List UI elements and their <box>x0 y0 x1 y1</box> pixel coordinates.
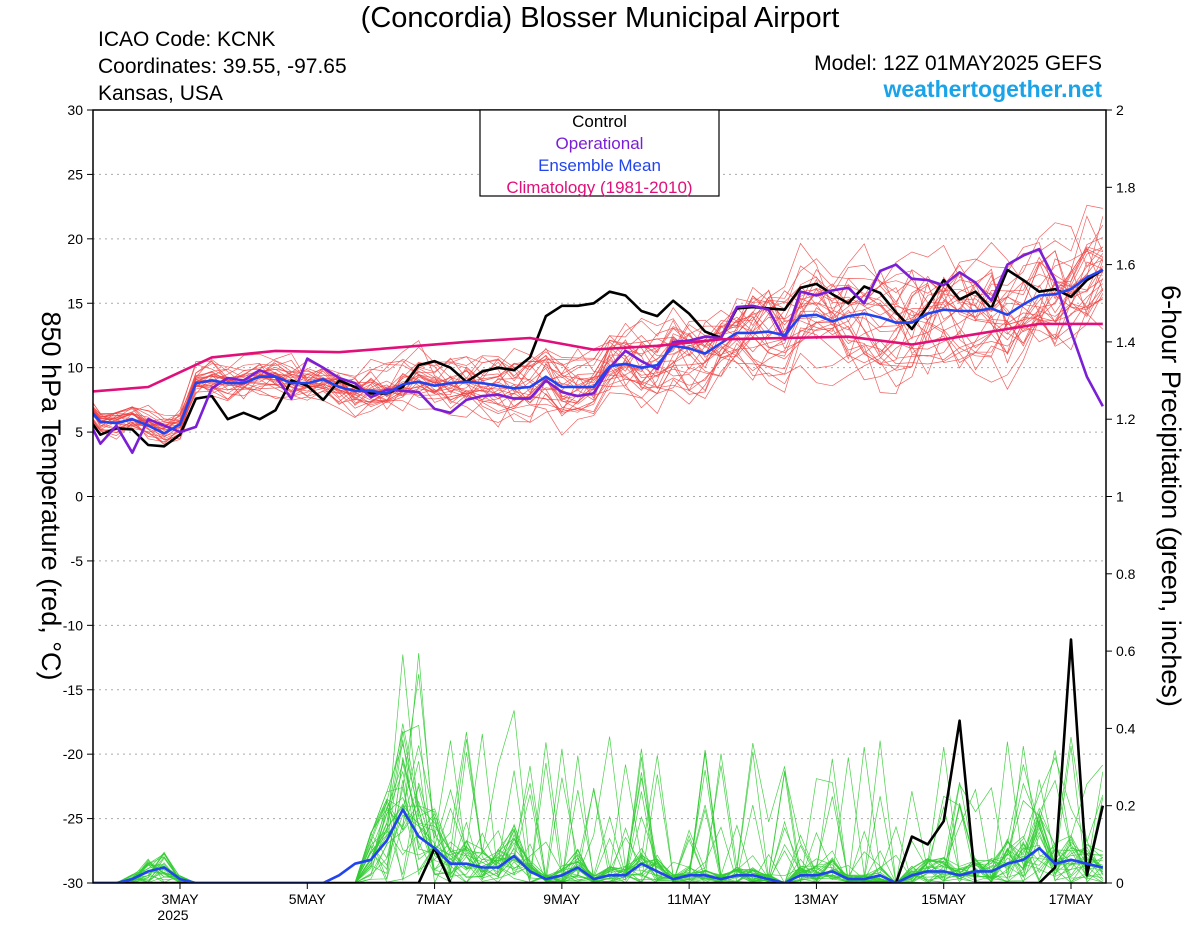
right-tick-label: 1.4 <box>1116 334 1136 350</box>
icao-code: ICAO Code: KCNK <box>98 28 276 51</box>
x-tick-label: 7MAY <box>416 891 454 907</box>
right-tick-label: 0.2 <box>1116 798 1136 814</box>
right-axis-title: 6-hour Precipitation (green, inches) <box>1156 285 1186 707</box>
precip-member-line <box>93 745 1103 883</box>
temp-member-line <box>93 283 1104 431</box>
left-tick-label: 5 <box>75 424 83 440</box>
ensemble-mean-line <box>93 268 1104 435</box>
x-tick-label: 9MAY <box>543 891 581 907</box>
climatology-line <box>93 322 1103 393</box>
control-line <box>93 268 1104 448</box>
x-tick-label: 3MAY <box>161 891 199 907</box>
right-tick-label: 0.8 <box>1116 566 1136 582</box>
left-tick-label: -10 <box>63 617 83 633</box>
temp-member-line <box>93 282 1104 422</box>
precip-member-line <box>93 723 1103 883</box>
right-tick-label: 0 <box>1116 875 1124 891</box>
right-tick-label: 2 <box>1116 102 1124 118</box>
precip-member-line <box>93 674 1104 883</box>
right-tick-label: 1 <box>1116 489 1124 505</box>
coordinates: Coordinates: 39.55, -97.65 <box>98 55 347 78</box>
temp-member-line <box>93 250 1103 431</box>
ensemble-mean-precip-line <box>93 808 1104 883</box>
precip-member-line <box>93 748 1104 883</box>
chart-title: (Concordia) Blosser Municipal Airport <box>360 2 840 34</box>
control-precip-line <box>93 638 1105 883</box>
x-tick-label: 15MAY <box>921 891 967 907</box>
temp-member-line <box>93 256 1103 443</box>
left-tick-label: 10 <box>67 360 83 376</box>
legend-box <box>479 109 720 197</box>
left-tick-label: -30 <box>63 875 83 891</box>
temp-member-line <box>93 246 1103 427</box>
temp-member-line <box>93 285 1104 423</box>
x-tick-sublabel: 2025 <box>157 907 188 923</box>
temp-member-line <box>93 243 1103 426</box>
right-tick-label: 1.8 <box>1116 179 1136 195</box>
x-tick-label: 5MAY <box>289 891 327 907</box>
precip-member-line <box>93 755 1104 883</box>
precip-member-line <box>93 724 1103 883</box>
left-tick-label: -25 <box>63 811 83 827</box>
left-tick-label: 30 <box>67 102 83 118</box>
precip-member-line <box>93 750 1104 883</box>
x-tick-label: 13MAY <box>794 891 840 907</box>
left-tick-label: -5 <box>71 553 84 569</box>
right-tick-label: 0.6 <box>1116 643 1136 659</box>
legend-entry: Operational <box>556 134 644 153</box>
right-tick-label: 0.4 <box>1116 720 1136 736</box>
brand-link[interactable]: weathertogether.net <box>883 76 1102 102</box>
x-tick-label: 17MAY <box>1049 891 1095 907</box>
precip-member-line <box>93 739 1103 883</box>
legend: Control Operational Ensemble Mean Climatolo… <box>479 109 720 197</box>
temp-member-line <box>93 224 1104 436</box>
left-tick-label: 25 <box>67 166 83 182</box>
left-tick-label: -15 <box>63 682 83 698</box>
left-tick-label: 15 <box>67 295 83 311</box>
right-tick-label: 1.2 <box>1116 411 1136 427</box>
temp-member-line <box>93 250 1104 430</box>
precip-member-line <box>93 654 1103 883</box>
precip-member-line <box>93 737 1104 883</box>
precip-member-line <box>93 743 1104 883</box>
temp-member-line <box>93 215 1104 436</box>
operational-line <box>93 247 1104 455</box>
precip-member-line <box>93 741 1103 883</box>
region: Kansas, USA <box>98 82 223 105</box>
temp-member-line <box>93 237 1103 435</box>
main-series <box>93 247 1105 883</box>
left-axis-title: 850 hPa Temperature (red, °C) <box>36 312 66 681</box>
precip-member-line <box>93 746 1104 883</box>
temp-member-line <box>93 269 1103 435</box>
left-tick-label: 0 <box>75 489 83 505</box>
right-tick-label: 1.6 <box>1116 257 1136 273</box>
temp-member-line <box>93 259 1104 431</box>
model-run: Model: 12Z 01MAY2025 GEFS <box>814 52 1102 75</box>
x-tick-label: 11MAY <box>667 891 711 907</box>
legend-entry: Control <box>572 112 627 131</box>
left-tick-label: -20 <box>63 746 83 762</box>
legend-entry: Ensemble Mean <box>538 156 661 175</box>
ensemble-members <box>93 204 1104 883</box>
left-tick-label: 20 <box>67 231 83 247</box>
temp-member-line <box>93 241 1104 422</box>
legend-entry: Climatology (1981-2010) <box>506 178 692 197</box>
